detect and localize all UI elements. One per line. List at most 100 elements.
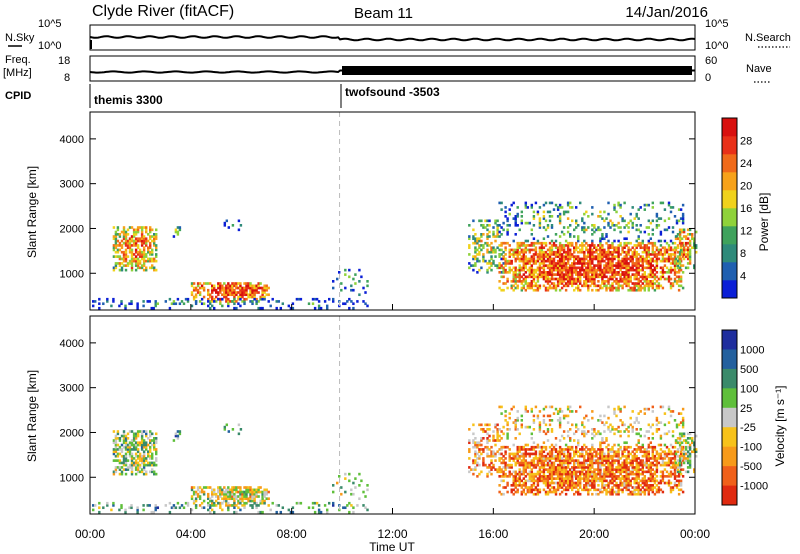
- velocity-cell: [138, 443, 142, 447]
- power-cell: [231, 300, 234, 303]
- power-cell: [686, 266, 690, 270]
- velocity-cell: [530, 486, 534, 489]
- power-cell: [524, 257, 528, 261]
- power-cell: [675, 282, 679, 285]
- power-cell: [655, 284, 659, 288]
- velocity-cell: [269, 508, 272, 512]
- power-cell: [647, 282, 651, 285]
- velocity-cell: [209, 504, 212, 507]
- power-cell: [627, 277, 630, 281]
- power-cell: [494, 250, 497, 254]
- velocity-cell: [675, 425, 679, 429]
- velocity-cell: [528, 472, 532, 476]
- velocity-cell: [490, 450, 493, 454]
- power-cell: [247, 286, 250, 290]
- velocity-cell: [192, 501, 196, 505]
- power-cell: [615, 264, 618, 267]
- velocity-cell: [577, 461, 580, 465]
- velocity-cell: [684, 439, 688, 442]
- power-cell: [542, 268, 546, 272]
- power-cell: [560, 273, 564, 276]
- velocity-cell: [558, 463, 562, 467]
- power-cell: [575, 282, 578, 285]
- velocity-cell: [478, 441, 481, 445]
- power-cell: [114, 237, 118, 241]
- power-cell: [573, 250, 576, 254]
- velocity-cell: [645, 452, 649, 456]
- velocity-cell: [114, 441, 118, 445]
- power-cell: [231, 284, 234, 288]
- power-cell: [496, 224, 499, 227]
- power-cell: [534, 241, 538, 245]
- power-cell: [194, 295, 198, 299]
- velocity-cell: [147, 437, 150, 440]
- power-cell: [639, 275, 642, 279]
- power-cell: [649, 271, 653, 274]
- power-cell: [573, 282, 576, 285]
- velocity-cell: [202, 486, 206, 489]
- velocity-cell: [577, 477, 580, 480]
- velocity-cell: [617, 463, 620, 467]
- power-cell: [566, 244, 570, 247]
- power-cell: [514, 275, 517, 279]
- power-cell: [562, 233, 566, 236]
- power-cell: [313, 306, 317, 310]
- power-cell: [677, 268, 681, 272]
- power-cell: [591, 262, 594, 265]
- velocity-cell: [120, 470, 124, 474]
- velocity-cell: [128, 443, 132, 447]
- power-cell: [591, 275, 594, 279]
- velocity-cell: [605, 466, 608, 469]
- velocity-cell: [653, 463, 657, 467]
- power-cell: [573, 246, 576, 250]
- velocity-cell: [522, 457, 526, 460]
- velocity-cell: [663, 475, 667, 478]
- power-cell: [340, 288, 343, 292]
- power-cell: [679, 248, 683, 252]
- velocity-cell: [550, 450, 554, 454]
- power-cell: [502, 257, 505, 261]
- velocity-cell: [145, 443, 148, 447]
- velocity-cell: [659, 421, 663, 424]
- velocity-cell: [530, 459, 534, 462]
- velocity-cell: [186, 504, 190, 507]
- power-cell: [593, 264, 596, 267]
- velocity-cell: [581, 470, 584, 474]
- power-cell: [536, 266, 540, 270]
- velocity-cell: [130, 452, 134, 456]
- velocity-cell: [621, 423, 624, 427]
- power-cell: [512, 253, 515, 256]
- power-cell: [562, 262, 566, 265]
- velocity-cell: [601, 457, 604, 460]
- velocity-cell: [655, 430, 659, 433]
- velocity-cell: [506, 490, 509, 494]
- velocity-cell: [583, 459, 586, 462]
- power-cell: [536, 284, 540, 288]
- velocity-cell: [566, 481, 570, 485]
- power-cell: [233, 300, 236, 303]
- velocity-cell: [235, 488, 238, 492]
- power-cell: [647, 266, 651, 270]
- velocity-cell: [544, 475, 548, 478]
- power-cell: [617, 288, 620, 292]
- power-cell: [145, 244, 148, 247]
- velocity-cell: [261, 510, 264, 514]
- velocity-cell: [468, 428, 471, 431]
- power-cell: [679, 268, 683, 272]
- velocity-cell: [528, 479, 532, 483]
- power-cell: [267, 300, 270, 303]
- velocity-cell: [560, 457, 564, 460]
- power-cell: [231, 224, 235, 227]
- power-cell: [546, 259, 550, 263]
- power-cell: [124, 233, 128, 236]
- power-cell: [142, 264, 146, 267]
- velocity-cell: [633, 477, 636, 480]
- velocity-cell: [599, 466, 602, 469]
- power-cell: [151, 257, 154, 261]
- velocity-cell: [122, 445, 126, 449]
- power-cell: [548, 219, 552, 223]
- power-cell: [641, 239, 645, 243]
- power-cell: [128, 241, 132, 245]
- power-cell: [538, 248, 542, 252]
- velocity-cell: [657, 486, 661, 489]
